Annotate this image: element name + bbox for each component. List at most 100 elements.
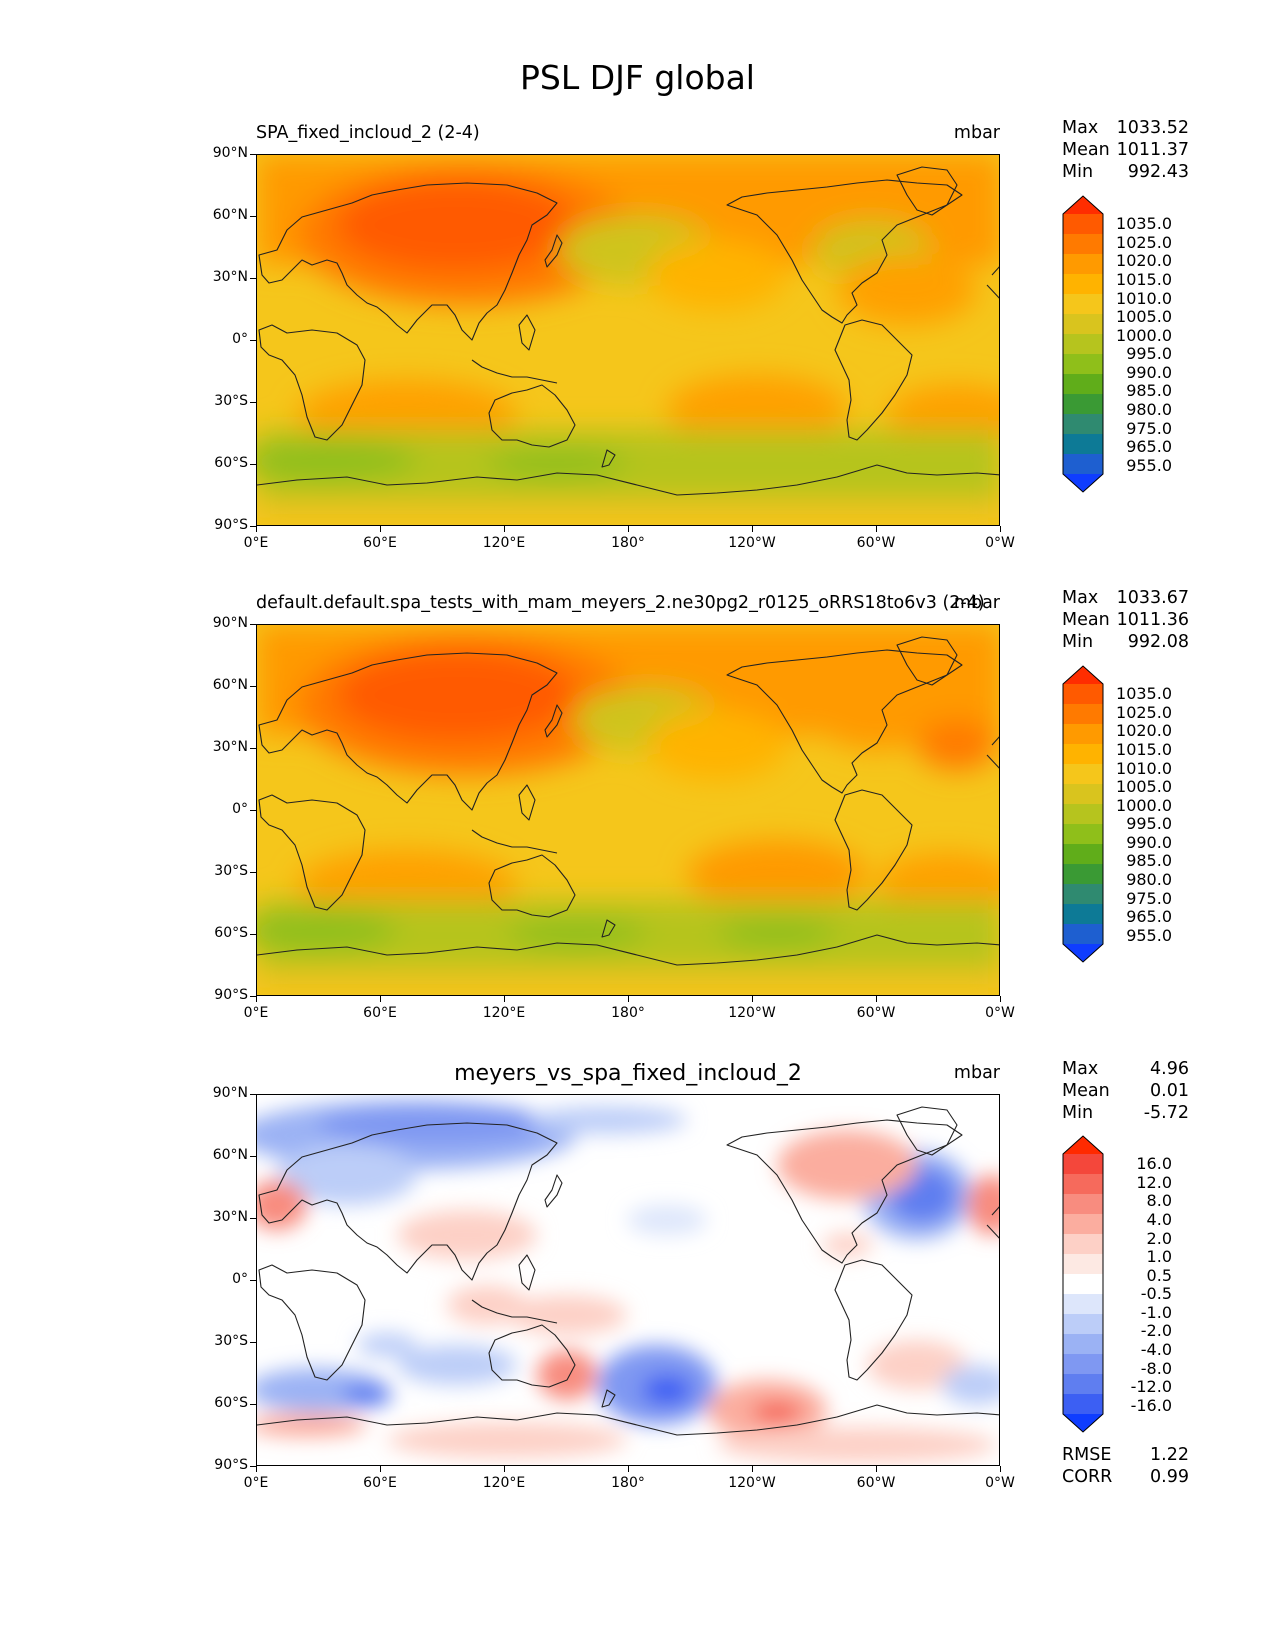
panel-2-colorbar-segment	[1063, 704, 1103, 725]
panel-3-colorbar-segment	[1063, 1234, 1103, 1255]
panel-3-lat-tickmark	[250, 1156, 256, 1158]
panel-1-lon-tickmark	[876, 526, 878, 532]
panel-1-siberian-high	[337, 180, 577, 270]
panel-3-npac-neg	[627, 1205, 707, 1235]
panel-1-satl-high	[887, 385, 999, 445]
panel-2-colorbar-segment	[1063, 824, 1103, 845]
panel-3-title: meyers_vs_spa_fixed_incloud_2	[454, 1061, 802, 1086]
panel-3-colorbar-label: 12.0	[1136, 1172, 1172, 1192]
panel-3-lon-tickmark	[504, 1466, 506, 1472]
panel-3-mean-value: 0.01	[1150, 1081, 1189, 1101]
panel-1-colorbar	[1062, 195, 1104, 493]
panel-3-colorbar-segment	[1063, 1334, 1103, 1355]
panel-1-lon-tickmark	[628, 526, 630, 532]
panel-2-colorbar-segment	[1063, 864, 1103, 885]
panel-3-colorbar-label: -1.0	[1140, 1302, 1172, 1322]
panel-3-lat-tick-label: 30°S	[214, 1333, 248, 1349]
panel-1-colorbar-label: 1000.0	[1116, 325, 1172, 345]
panel-3-colorbar-label: 4.0	[1146, 1210, 1172, 1229]
panel-2-colorbar-segment	[1063, 924, 1103, 945]
panel-1-colorbar-label: 980.0	[1126, 400, 1172, 419]
panel-2-colorbar-segment	[1063, 844, 1103, 865]
panel-1-lon-tick-label: 180°	[611, 535, 645, 551]
panel-2-siberian-high	[337, 650, 577, 740]
panel-3-lat-tickmark	[250, 1218, 256, 1220]
panel-3-lon-tickmark	[380, 1466, 382, 1472]
panel-1-colorbar-label: 1010.0	[1116, 288, 1172, 308]
panel-3-colorbar-bottom-extend	[1063, 1414, 1103, 1432]
panel-1-so-low-2	[487, 448, 627, 478]
panel-1-colorbar-segment	[1063, 394, 1103, 415]
panel-3-lon-tickmark	[752, 1466, 754, 1472]
panel-2-min-label: Min	[1062, 632, 1094, 652]
panel-2-lat-tickmark	[250, 872, 256, 874]
panel-2-so-low-1	[257, 910, 397, 950]
panel-2-lon-tickmark	[628, 996, 630, 1002]
panel-2-lon-tick-label: 60°E	[363, 1005, 397, 1021]
panel-1-colorbar-label: 1020.0	[1116, 251, 1172, 271]
panel-1-units: mbar	[953, 123, 1000, 143]
panel-3-spac-neg-core	[642, 1375, 692, 1405]
panel-3-corr-value: 0.99	[1150, 1467, 1189, 1487]
panel-2-colorbar-segment	[1063, 884, 1103, 905]
panel-1-colorbar-label: 1015.0	[1116, 270, 1172, 289]
panel-2-lon-tickmark	[256, 996, 258, 1002]
panel-3-lat-tickmark	[250, 1094, 256, 1096]
panel-3-trop-pos	[507, 1295, 627, 1335]
panel-1-lat-tick-label: 90°N	[212, 145, 248, 161]
panel-2-azores-high	[917, 720, 997, 770]
panel-2-colorbar-label: 980.0	[1126, 870, 1172, 889]
panel-3-lon-tickmark	[256, 1466, 258, 1472]
panel-3-amund-pos-core	[752, 1401, 802, 1425]
panel-3-colorbar-outline	[1062, 1135, 1104, 1433]
panel-1-colorbar-label: 1025.0	[1116, 232, 1172, 252]
panel-3-lat-tickmark	[250, 1404, 256, 1406]
panel-3-aus-pos	[537, 1350, 597, 1400]
panel-1-lat-tickmark	[250, 402, 256, 404]
panel-1-colorbar-label: 985.0	[1126, 381, 1172, 401]
panel-1-lon-tick-label: 60°W	[856, 535, 896, 551]
panel-3-lat-tick-label: 60°S	[214, 1395, 248, 1411]
panel-2-colorbar-outline	[1062, 665, 1104, 963]
panel-3-colorbar-label: -0.5	[1140, 1284, 1172, 1304]
panel-3-lat-tickmark	[250, 1280, 256, 1282]
panel-1-colorbar-segment	[1063, 374, 1103, 395]
panel-2-lon-tickmark	[876, 996, 878, 1002]
panel-3-colorbar-segment	[1063, 1354, 1103, 1375]
panel-2-lat-tickmark	[250, 810, 256, 812]
panel-3-arctic-neg-east	[527, 1106, 687, 1134]
panel-2-antarctic	[257, 970, 999, 995]
panel-2-lat-tickmark	[250, 996, 256, 998]
panel-1-lon-tickmark	[504, 526, 506, 532]
panel-2-lat-tickmark	[250, 624, 256, 626]
panel-1-lat-tick-label: 90°S	[214, 517, 248, 533]
panel-1-lat-tickmark	[250, 278, 256, 280]
panel-2-colorbar-segment	[1063, 764, 1103, 785]
panel-2-colorbar-label: 1010.0	[1116, 758, 1172, 778]
panel-2-colorbar-segment	[1063, 784, 1103, 805]
panel-2-lon-tick-label: 120°W	[728, 1005, 776, 1021]
panel-3-lon-tick-label: 60°W	[856, 1475, 896, 1491]
panel-2-lat-tick-label: 0°	[232, 801, 248, 817]
panel-1-colorbar-label: 995.0	[1126, 344, 1172, 364]
panel-3-lat-tickmark	[250, 1342, 256, 1344]
panel-1-azores-high	[837, 255, 977, 325]
panel-2-lat-tick-label: 60°S	[214, 925, 248, 941]
panel-3-lon-tick-label: 0°W	[985, 1475, 1015, 1491]
panel-2-colorbar-bottom-extend	[1063, 944, 1103, 962]
panel-1-lon-tickmark	[256, 526, 258, 532]
panel-1-colorbar-label: 975.0	[1126, 418, 1172, 438]
panel-2-npac-high	[647, 710, 787, 780]
panel-3-lon-tick-label: 180°	[611, 1475, 645, 1491]
panel-1-colorbar-segment	[1063, 314, 1103, 335]
panel-2-colorbar-label: 965.0	[1126, 907, 1172, 927]
panel-1-antarctic	[257, 500, 999, 525]
panel-1-colorbar-segment	[1063, 414, 1103, 435]
panel-3-na-pos	[777, 1130, 917, 1200]
panel-3-max-value: 4.96	[1150, 1059, 1189, 1079]
panel-2-satl-high	[877, 853, 999, 913]
panel-3-units: mbar	[953, 1063, 1000, 1083]
panel-2-colorbar-label: 1035.0	[1116, 684, 1172, 704]
panel-1-lat-tick-label: 30°S	[214, 393, 248, 409]
panel-1-lon-tickmark	[752, 526, 754, 532]
